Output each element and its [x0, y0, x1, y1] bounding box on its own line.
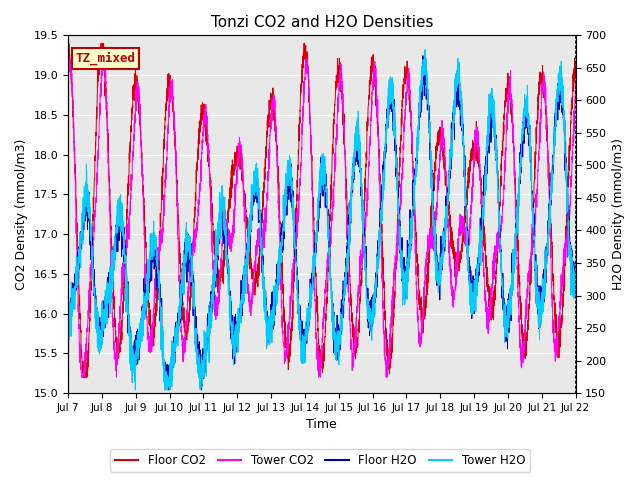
Tower H2O	[131, 387, 139, 393]
Floor H2O	[380, 179, 388, 184]
Tower CO2	[65, 56, 72, 62]
Tower CO2	[206, 181, 214, 187]
Floor H2O	[161, 387, 168, 393]
Floor CO2	[380, 285, 388, 291]
Tower CO2	[572, 99, 579, 105]
Floor H2O	[572, 269, 579, 275]
Tower H2O	[64, 330, 72, 336]
Line: Tower H2O: Tower H2O	[68, 50, 575, 390]
Tower CO2	[524, 283, 531, 288]
Title: Tonzi CO2 and H2O Densities: Tonzi CO2 and H2O Densities	[211, 15, 433, 30]
Floor CO2	[572, 68, 579, 74]
Tower CO2	[380, 341, 388, 347]
Tower CO2	[173, 200, 181, 206]
Tower H2O	[421, 47, 429, 53]
Line: Tower CO2: Tower CO2	[68, 59, 575, 377]
Line: Floor CO2: Floor CO2	[68, 43, 575, 377]
Floor H2O	[64, 336, 72, 341]
Tower H2O	[380, 187, 388, 193]
Floor CO2	[371, 64, 379, 70]
Floor H2O	[572, 270, 579, 276]
Tower H2O	[206, 311, 214, 316]
Tower H2O	[371, 278, 379, 284]
Floor CO2	[572, 65, 579, 71]
Floor H2O	[371, 300, 379, 306]
Floor CO2	[173, 178, 181, 184]
Floor CO2	[65, 40, 72, 46]
Text: TZ_mixed: TZ_mixed	[76, 52, 136, 65]
Tower H2O	[524, 94, 531, 100]
Tower CO2	[371, 72, 379, 78]
Y-axis label: H2O Density (mmol/m3): H2O Density (mmol/m3)	[612, 138, 625, 290]
Tower CO2	[572, 80, 579, 86]
Tower H2O	[572, 273, 579, 279]
Floor H2O	[524, 130, 531, 135]
Floor CO2	[524, 318, 531, 324]
Floor H2O	[206, 325, 214, 331]
Tower H2O	[572, 261, 579, 266]
Legend: Floor CO2, Tower CO2, Floor H2O, Tower H2O: Floor CO2, Tower CO2, Floor H2O, Tower H…	[110, 449, 530, 472]
Y-axis label: CO2 Density (mmol/m3): CO2 Density (mmol/m3)	[15, 139, 28, 290]
Line: Floor H2O: Floor H2O	[68, 50, 575, 390]
Tower CO2	[77, 374, 85, 380]
Tower CO2	[64, 79, 72, 84]
Floor H2O	[421, 48, 429, 53]
Tower H2O	[173, 339, 180, 345]
Floor CO2	[64, 45, 72, 50]
X-axis label: Time: Time	[307, 419, 337, 432]
Floor CO2	[206, 175, 214, 181]
Floor H2O	[173, 331, 180, 337]
Floor CO2	[79, 374, 87, 380]
